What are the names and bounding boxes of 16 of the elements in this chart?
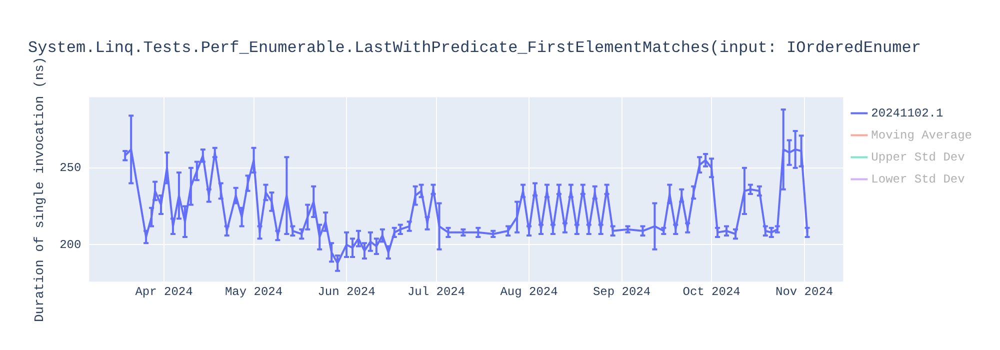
x-tick-label: Aug 2024 bbox=[500, 284, 558, 299]
y-tick-label: 250 bbox=[60, 161, 82, 176]
chart-title: System.Linq.Tests.Perf_Enumerable.LastWithPredicate_FirstElementMatches(input: IOrderedEnumer bbox=[28, 38, 921, 57]
legend-label: Upper Std Dev bbox=[871, 150, 965, 164]
legend-label: 20241102.1 bbox=[871, 106, 944, 120]
y-axis-title: Duration of single invocation (ns) bbox=[32, 56, 48, 322]
x-tick-label: Apr 2024 bbox=[135, 284, 193, 299]
x-tick-label: Sep 2024 bbox=[592, 284, 651, 299]
x-tick-label: Jul 2024 bbox=[407, 284, 466, 299]
x-tick-label: May 2024 bbox=[224, 284, 283, 299]
legend-label: Moving Average bbox=[871, 128, 972, 142]
x-tick-label: Oct 2024 bbox=[682, 284, 740, 299]
x-tick-label: Nov 2024 bbox=[775, 284, 834, 299]
x-tick-label: Jun 2024 bbox=[318, 284, 376, 299]
y-tick-label: 200 bbox=[60, 238, 82, 252]
legend-label: Lower Std Dev bbox=[871, 172, 965, 186]
